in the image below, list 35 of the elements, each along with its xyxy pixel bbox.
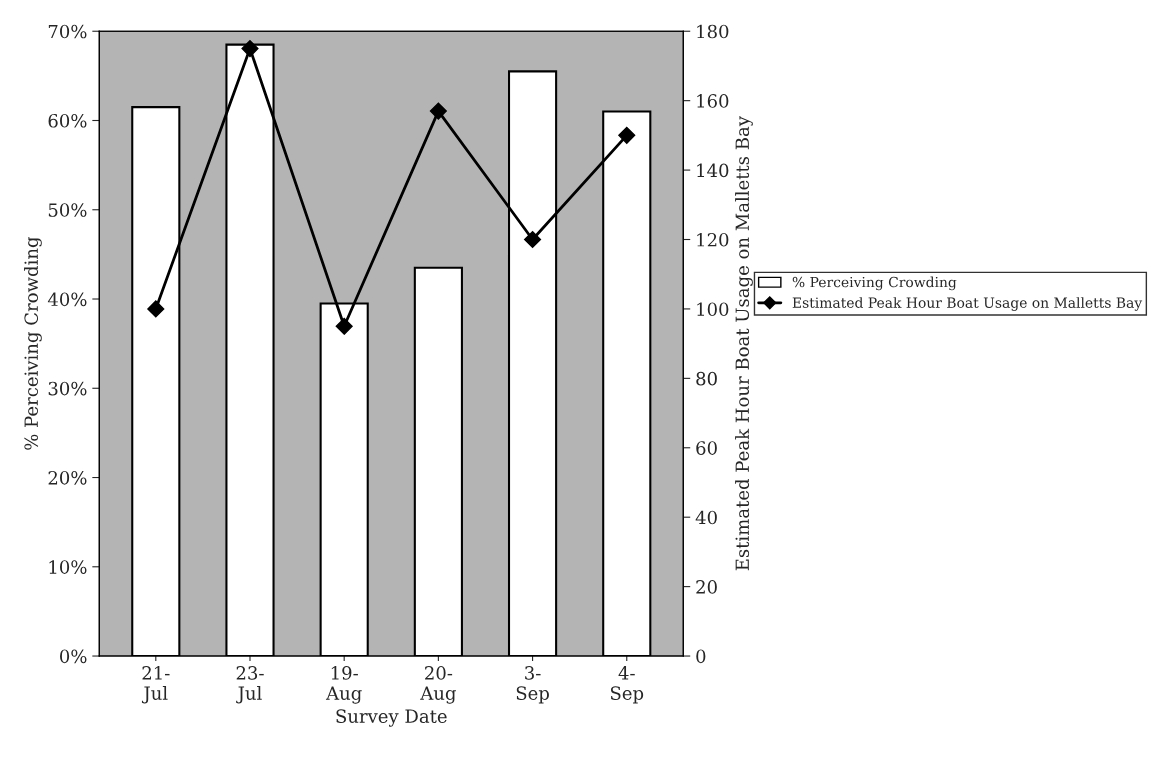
y-tick-label: 40%: [47, 292, 87, 307]
legend-label: % Perceiving Crowding: [792, 276, 957, 291]
x-tick-label: 3- Sep: [516, 666, 549, 704]
y2-tick-label: 160: [697, 94, 729, 108]
point: [147, 300, 165, 318]
x-tick-label: 19- Aug: [325, 666, 362, 704]
y-tick-label: 20%: [48, 470, 87, 485]
y-tick-label: 0%: [60, 649, 87, 664]
x-tick-label: 4- Sep: [610, 666, 644, 704]
y2-tick-label: 60: [696, 441, 717, 455]
x-axis-title: Survey Date: [336, 709, 447, 727]
point: [429, 102, 447, 120]
y2-tick-label: 180: [697, 24, 729, 39]
point: [524, 230, 542, 249]
y-tick-label: 10%: [49, 560, 87, 574]
y-tick-label: 70%: [48, 24, 87, 39]
x-tick-label: 20- Aug: [420, 666, 456, 704]
point: [335, 317, 353, 335]
x-tick-label: 23- Jul: [236, 666, 264, 704]
y2-tick-label: 120: [697, 232, 729, 247]
y-tick-label: 30%: [48, 381, 87, 396]
point: [241, 40, 259, 58]
y2-tick-label: 0: [696, 649, 706, 664]
y2-tick-label: 20: [696, 580, 717, 594]
y2-tick-label: 80: [696, 371, 717, 386]
y-tick-label: 60%: [48, 113, 87, 128]
y2-tick-label: 100: [697, 302, 729, 317]
y-tick-label: 50%: [48, 203, 87, 217]
y2-tick-label: 140: [697, 163, 729, 178]
y2-axis-title: Estimated Peak Hour Boat Usage on Malletts Bay: [735, 116, 753, 571]
y2-tick-label: 40: [695, 510, 717, 525]
legend-label: Estimated Peak Hour Boat Usage on Malletts Bay: [792, 297, 1143, 311]
point: [618, 126, 636, 144]
y-axis-title: % Perceiving Crowding: [24, 237, 42, 450]
x-tick-label: 21- Jul: [141, 666, 170, 704]
